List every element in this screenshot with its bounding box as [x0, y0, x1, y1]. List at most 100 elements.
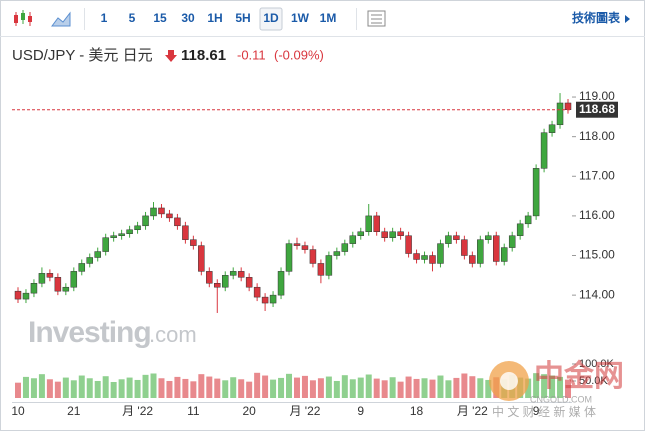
candle-body [397, 231, 404, 236]
volume-bar [461, 373, 468, 398]
candle-body [493, 235, 500, 262]
candle-body [174, 217, 181, 227]
candle-body [564, 102, 572, 110]
volume-bar [541, 374, 548, 398]
down-arrow [165, 50, 177, 62]
candle-body [548, 124, 556, 133]
candle-body [413, 253, 420, 260]
volume-bar [230, 377, 237, 398]
candle-body [253, 286, 261, 298]
interval-button[interactable]: 1M [320, 11, 337, 25]
volume-bar [333, 380, 340, 398]
candle-body [445, 235, 452, 244]
volume-bar [373, 378, 380, 398]
candle-body [221, 275, 229, 288]
interval-button[interactable]: 5 [129, 11, 136, 25]
x-tick-label: 9 [533, 404, 540, 418]
x-tick-label: 11 [187, 404, 200, 418]
y-tick-label: 119.00 [579, 89, 615, 103]
candle-body [22, 292, 30, 300]
candle-body [198, 245, 205, 272]
volume-bar [126, 377, 133, 398]
price: 118.61 [181, 47, 226, 64]
brand: Investing [28, 316, 151, 349]
volume-tick-label: 100.0K [579, 358, 615, 370]
volume-bar [525, 378, 532, 398]
candle-icon[interactable] [14, 10, 32, 26]
candle-body [524, 215, 532, 225]
y-tick-label: 115.00 [579, 248, 615, 262]
candle-body [540, 132, 548, 169]
interval-button[interactable]: 1W [291, 11, 310, 25]
x-tick-label: 月 '22 [289, 404, 320, 418]
volume-bar [158, 378, 165, 398]
volume-bar [54, 381, 61, 398]
symbol: USD/JPY - 美元 日元 [12, 47, 153, 64]
settings-icon[interactable] [367, 10, 386, 27]
x-tick-label: 10 [11, 404, 25, 418]
candle-body [277, 271, 285, 296]
interval-button[interactable]: 1H [207, 11, 222, 25]
technical-chart-link[interactable]: 技術圖表 [572, 10, 621, 25]
interval-button[interactable]: 30 [181, 11, 195, 25]
volume-bar [134, 379, 141, 398]
interval-button[interactable]: 1 [101, 11, 108, 25]
x-tick-label: 18 [410, 404, 424, 418]
volume-bar [397, 381, 404, 398]
volume-bar [405, 376, 412, 398]
interval-button[interactable]: 1D [263, 11, 279, 25]
volume-bar [429, 379, 436, 398]
candle-body [102, 237, 109, 252]
link-arrow[interactable] [625, 15, 630, 23]
volume-bar [477, 378, 484, 398]
candle-body [373, 215, 380, 232]
candle-body [421, 255, 428, 260]
y-tick-label: 118.00 [579, 129, 615, 143]
selected-interval-box [259, 7, 283, 31]
candle-body [508, 235, 516, 248]
brand-suffix: .com [149, 322, 197, 347]
candle-body [469, 255, 476, 264]
y-tick-label: 117.00 [579, 168, 615, 182]
candle-body [86, 257, 93, 264]
volume-bar [485, 379, 492, 398]
candle-body [405, 235, 412, 254]
candle-body [214, 282, 221, 288]
volume-bar [301, 375, 308, 398]
volume-bar [533, 373, 540, 398]
volume-bar [86, 378, 93, 398]
volume-bar [118, 379, 125, 398]
interval-button[interactable]: 15 [153, 11, 167, 25]
volume-bar [437, 375, 444, 398]
y-tick-label: 114.00 [579, 287, 615, 301]
area-icon[interactable] [51, 11, 71, 27]
volume-bar [246, 381, 253, 398]
volume-bar [262, 375, 269, 398]
volume-bar [254, 372, 261, 398]
candle-body [62, 286, 70, 292]
volume-bar [182, 378, 189, 398]
volume-bar [30, 378, 37, 398]
volume-bar [565, 379, 571, 398]
candle-body [54, 277, 62, 292]
candle-body [166, 213, 173, 219]
candle-body [429, 255, 436, 264]
candle-body [532, 168, 540, 217]
volume-bar [174, 376, 181, 398]
candle-body [453, 235, 460, 240]
candle-body [333, 251, 341, 256]
volume-bar [381, 380, 388, 398]
cngold-url: CNGOLD.COM [530, 394, 592, 404]
cngold-name: 中金网 [534, 359, 624, 393]
volume-bar [166, 380, 173, 398]
interval-button[interactable]: 5H [235, 11, 250, 25]
candle-body [38, 273, 46, 284]
volume-bar [142, 374, 149, 398]
cngold-logo-inner [500, 372, 518, 390]
candle-body [142, 215, 149, 227]
candle-body [389, 231, 396, 238]
candle-body [365, 215, 372, 232]
volume-bar [557, 376, 564, 398]
volume-bar [270, 379, 277, 398]
